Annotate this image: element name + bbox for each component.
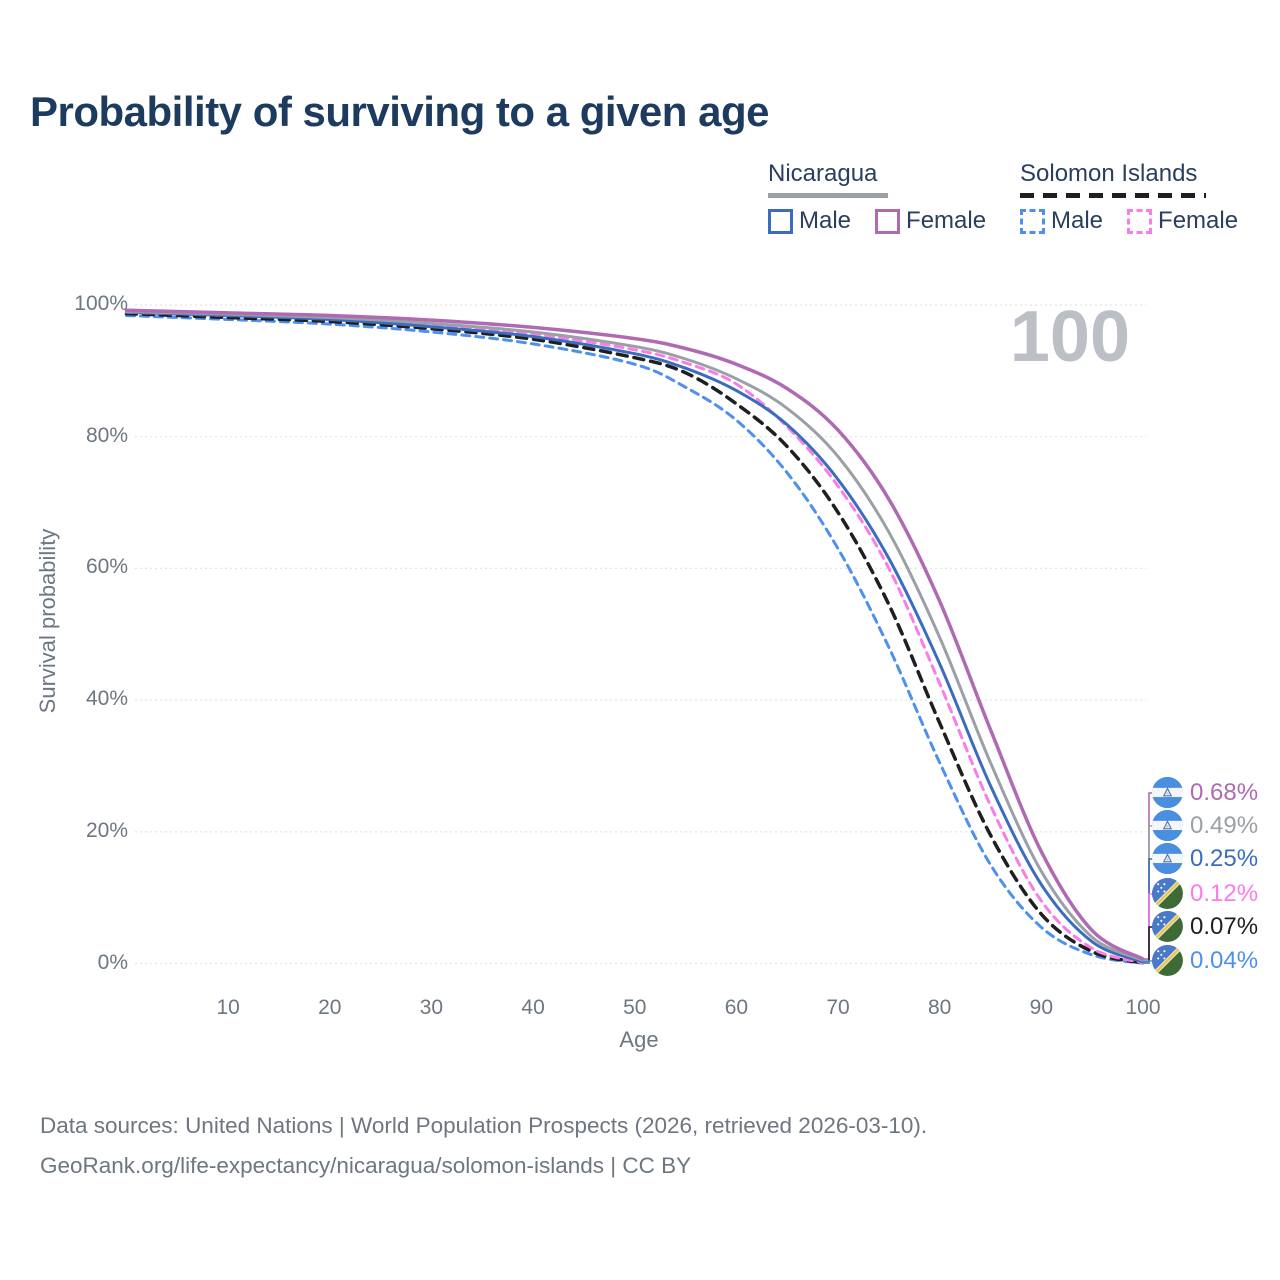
curve-nicaragua-female[interactable] bbox=[124, 308, 1145, 961]
curve-solomon-islands-female[interactable] bbox=[125, 310, 1145, 965]
x-tick-100: 100 bbox=[1125, 996, 1161, 1019]
end-label-0.12%: 0.12% bbox=[1152, 878, 1258, 909]
solomon-islands-flag-icon bbox=[1152, 911, 1183, 942]
legend-item-nicaragua-female[interactable]: Female bbox=[875, 207, 986, 235]
source-note: Data sources: United Nations | World Pop… bbox=[40, 1106, 927, 1186]
curve-nicaragua-male[interactable] bbox=[125, 310, 1145, 964]
legend-underline-solid bbox=[768, 193, 888, 198]
legend-swatch-solomon-female bbox=[1127, 208, 1153, 234]
watermark-age-100: 100 bbox=[1009, 297, 1130, 377]
y-tick-80%: 80% bbox=[85, 423, 128, 447]
page-title: Probability of surviving to a given age bbox=[30, 88, 769, 135]
nicaragua-flag-icon bbox=[1152, 777, 1183, 808]
x-tick-80: 80 bbox=[928, 996, 952, 1019]
curve-solomon-islands-both-sexes[interactable] bbox=[124, 311, 1145, 965]
legend-label: Male bbox=[799, 207, 852, 234]
x-tick-30: 30 bbox=[419, 996, 444, 1019]
y-tick-60%: 60% bbox=[85, 555, 128, 579]
y-tick-20%: 20% bbox=[85, 818, 128, 842]
y-tick-40%: 40% bbox=[85, 687, 128, 711]
x-tick-40: 40 bbox=[521, 996, 545, 1019]
nicaragua-flag-icon bbox=[1152, 843, 1183, 874]
legend-swatch-solomon-male bbox=[1020, 208, 1045, 234]
legend-label: Female bbox=[1158, 207, 1239, 234]
end-label-connectors bbox=[1143, 792, 1155, 964]
y-tick-100%: 100% bbox=[74, 292, 128, 315]
end-label-0.07%: 0.07% bbox=[1152, 911, 1258, 942]
legend-underline-dashed bbox=[1020, 193, 1206, 198]
nicaragua-flag-icon bbox=[1152, 810, 1183, 841]
legend-swatch-nicaragua-male bbox=[768, 208, 793, 234]
curves bbox=[124, 308, 1145, 965]
legend-country-nicaragua: Nicaragua bbox=[768, 160, 878, 187]
legend-label: Male bbox=[1051, 207, 1104, 234]
solomon-islands-flag-icon bbox=[1152, 878, 1183, 909]
x-tick-60: 60 bbox=[724, 996, 749, 1019]
legend-group-nicaragua: Nicaragua Male Female bbox=[768, 160, 986, 235]
legend-item-nicaragua-male[interactable]: Male bbox=[768, 207, 851, 235]
curve-solomon-islands-male[interactable] bbox=[125, 314, 1145, 965]
legend-country-solomon-islands: Solomon Islands bbox=[1020, 160, 1198, 187]
end-label-value: 0.07% bbox=[1190, 912, 1259, 940]
end-label-0.25%: 0.25% bbox=[1152, 843, 1258, 874]
end-label-0.49%: 0.49% bbox=[1152, 810, 1258, 841]
end-label-value: 0.04% bbox=[1190, 946, 1259, 974]
solomon-islands-flag-icon bbox=[1152, 945, 1183, 976]
end-label-0.04%: 0.04% bbox=[1152, 945, 1258, 976]
x-tick-20: 20 bbox=[318, 996, 342, 1019]
gridlines bbox=[135, 304, 1146, 965]
x-tick-90: 90 bbox=[1029, 996, 1054, 1019]
legend-item-solomon-male[interactable]: Male bbox=[1020, 207, 1103, 235]
legend-group-solomon-islands: Solomon Islands Male Female bbox=[1020, 160, 1238, 235]
end-label-value: 0.25% bbox=[1190, 844, 1259, 872]
end-label-value: 0.68% bbox=[1190, 778, 1259, 806]
end-label-value: 0.49% bbox=[1190, 811, 1259, 839]
y-tick-0%: 0% bbox=[97, 950, 128, 974]
source-line-2: GeoRank.org/life-expectancy/nicaragua/so… bbox=[40, 1153, 692, 1178]
end-label-0.68%: 0.68% bbox=[1152, 777, 1258, 808]
curve-nicaragua-both-sexes[interactable] bbox=[125, 310, 1145, 962]
end-label-value: 0.12% bbox=[1190, 879, 1259, 907]
source-line-1: Data sources: United Nations | World Pop… bbox=[40, 1113, 928, 1138]
x-tick-10: 10 bbox=[216, 996, 240, 1019]
x-tick-70: 70 bbox=[826, 996, 850, 1019]
x-axis-title: Age bbox=[619, 1027, 659, 1052]
legend-item-solomon-female[interactable]: Female bbox=[1127, 207, 1238, 235]
legend-swatch-nicaragua-female bbox=[875, 208, 901, 234]
x-tick-50: 50 bbox=[623, 996, 647, 1019]
legend-label: Female bbox=[906, 207, 987, 234]
